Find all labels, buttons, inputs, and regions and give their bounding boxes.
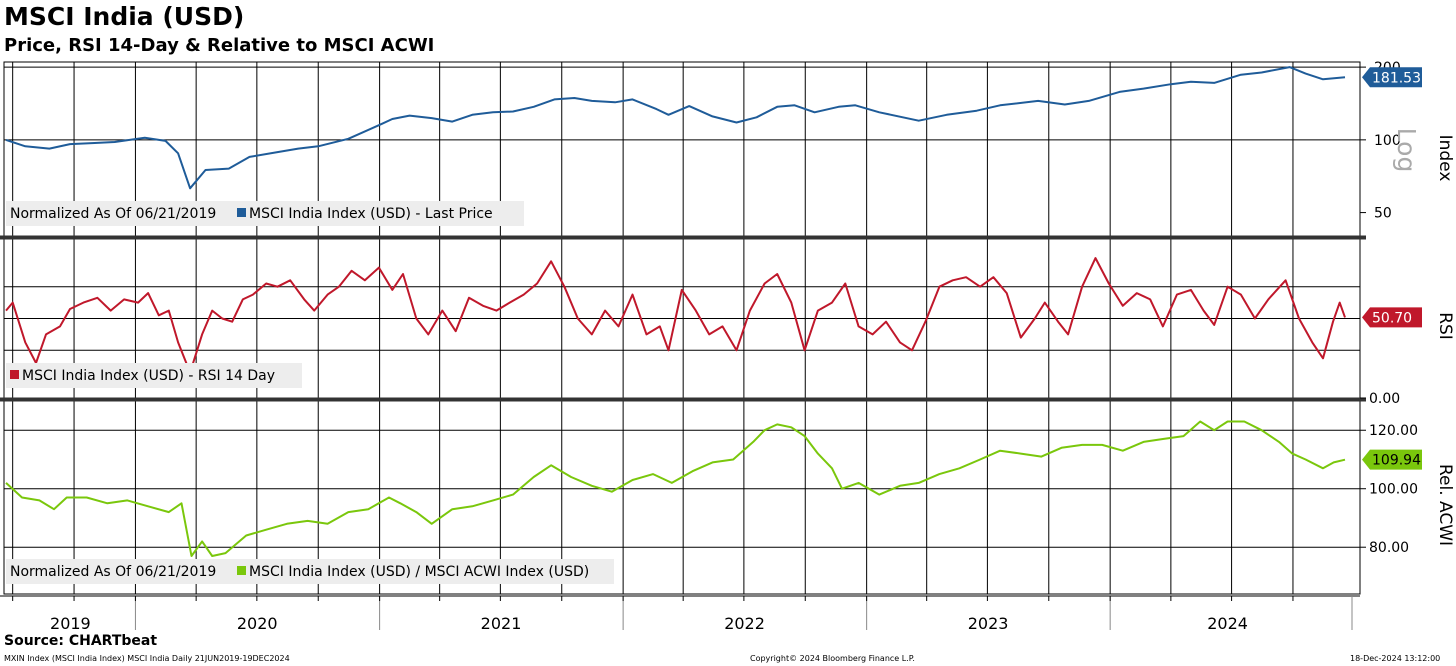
last-value-label: 109.94 bbox=[1372, 453, 1421, 469]
gridlines bbox=[0, 61, 1366, 595]
last-value-tag bbox=[1362, 67, 1422, 88]
y-tick-label: 100.00 bbox=[1369, 482, 1418, 498]
chart-canvas: Normalized As Of 06/21/2019 MSCI India In… bbox=[0, 60, 1455, 630]
legend-box bbox=[6, 201, 524, 226]
y-tick-label: 80.00 bbox=[1369, 540, 1409, 556]
last-value-label: 181.53 bbox=[1372, 70, 1421, 86]
last-value-tag bbox=[1362, 307, 1422, 328]
series-line-relative bbox=[5, 420, 1346, 557]
y-axis-label: Rel. ACWI bbox=[1435, 464, 1455, 546]
x-year-label: 2023 bbox=[968, 614, 1009, 630]
legend-normalized-text: Normalized As Of 06/21/2019 bbox=[10, 564, 216, 580]
footer-copyright: Copyright© 2024 Bloomberg Finance L.P. bbox=[750, 654, 915, 663]
axes: 20010050181.53IndexLog0.0050.70RSI120.00… bbox=[0, 60, 1455, 630]
last-value-label: 50.70 bbox=[1372, 310, 1412, 326]
footer-timestamp: 18-Dec-2024 13:12:00 bbox=[1350, 654, 1441, 663]
last-value-tag bbox=[1362, 449, 1422, 470]
series-line-rsi bbox=[5, 257, 1346, 374]
x-year-label: 2020 bbox=[237, 614, 278, 630]
legend-swatch bbox=[237, 208, 246, 217]
series-line-price bbox=[5, 66, 1346, 190]
legend-series-name: MSCI India Index (USD) - RSI 14 Day bbox=[22, 368, 275, 384]
x-year-label: 2022 bbox=[724, 614, 765, 630]
legend-series-name: MSCI India Index (USD) - Last Price bbox=[249, 206, 493, 222]
chart-title: MSCI India (USD) bbox=[4, 2, 245, 31]
legend-box bbox=[6, 559, 614, 584]
y-tick-label: 120.00 bbox=[1369, 423, 1418, 439]
y-axis-label: RSI bbox=[1435, 312, 1455, 340]
legend-swatch bbox=[237, 566, 246, 575]
legend-series-name: MSCI India Index (USD) / MSCI ACWI Index… bbox=[249, 564, 589, 580]
series-lines bbox=[5, 66, 1346, 557]
y-tick-label: 0.00 bbox=[1369, 391, 1400, 407]
source-note: Source: CHARTbeat bbox=[4, 633, 158, 649]
legends: Normalized As Of 06/21/2019 MSCI India In… bbox=[6, 201, 614, 584]
y-tick-label: 50 bbox=[1374, 206, 1392, 222]
legend-box bbox=[6, 363, 302, 388]
x-year-label: 2019 bbox=[50, 614, 91, 630]
x-year-label: 2021 bbox=[481, 614, 522, 630]
y-tick-label: 100 bbox=[1374, 133, 1401, 149]
legend-swatch bbox=[10, 370, 19, 379]
legend-normalized-text: Normalized As Of 06/21/2019 bbox=[10, 206, 216, 222]
y-axis-label: Index bbox=[1435, 135, 1455, 182]
chart-subtitle: Price, RSI 14-Day & Relative to MSCI ACW… bbox=[4, 35, 435, 56]
footer-ticker-info: MXIN Index (MSCI India Index) MSCI India… bbox=[4, 654, 290, 663]
log-scale-label: Log bbox=[1392, 128, 1421, 173]
x-year-label: 2024 bbox=[1207, 614, 1248, 630]
